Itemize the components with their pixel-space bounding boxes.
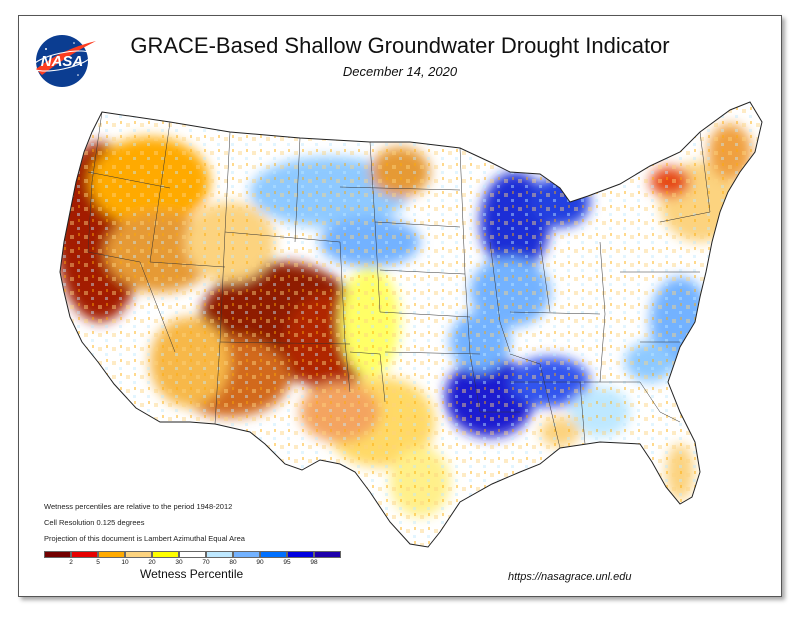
legend-swatch (98, 551, 125, 558)
legend-tick-label: 98 (310, 559, 318, 566)
legend-title: Wetness Percentile (140, 567, 244, 581)
legend-tick-label: 2 (69, 559, 73, 566)
legend-swatch (233, 551, 260, 558)
note-period: Wetness percentiles are relative to the … (44, 502, 233, 511)
map-notes: Wetness percentiles are relative to the … (44, 499, 245, 547)
legend-tick-label: 20 (148, 559, 156, 566)
legend-tick-label: 95 (283, 559, 291, 566)
legend-tick-label: 90 (256, 559, 264, 566)
legend-swatch (314, 551, 341, 558)
map-date: December 14, 2020 (342, 64, 458, 79)
map-title: GRACE-Based Shallow Groundwater Drought … (130, 33, 670, 58)
legend-tick-label: 10 (121, 559, 129, 566)
legend-tick-label: 70 (202, 559, 210, 566)
legend-swatch (125, 551, 152, 558)
nasa-logo: NASA (32, 35, 96, 87)
legend-ticks: 2 5 10 20 30 70 80 90 95 98 (44, 558, 341, 570)
note-projection: Projection of this document is Lambert A… (44, 534, 245, 543)
legend-swatch (206, 551, 233, 558)
legend-tick-label: 30 (175, 559, 183, 566)
legend-tick-label: 80 (229, 559, 237, 566)
legend: 2 5 10 20 30 70 80 90 95 98 (44, 551, 341, 570)
svg-text:NASA: NASA (41, 53, 84, 70)
legend-swatch (260, 551, 287, 558)
legend-swatch (71, 551, 98, 558)
legend-swatch (152, 551, 179, 558)
legend-swatch (287, 551, 314, 558)
legend-swatch (179, 551, 206, 558)
legend-tick-label: 5 (96, 559, 100, 566)
source-url[interactable]: https://nasagrace.unl.edu (508, 571, 632, 583)
us-drought-map (59, 101, 763, 548)
legend-swatches (44, 551, 341, 558)
note-resolution: Cell Resolution 0.125 degrees (44, 518, 145, 527)
legend-swatch (44, 551, 71, 558)
